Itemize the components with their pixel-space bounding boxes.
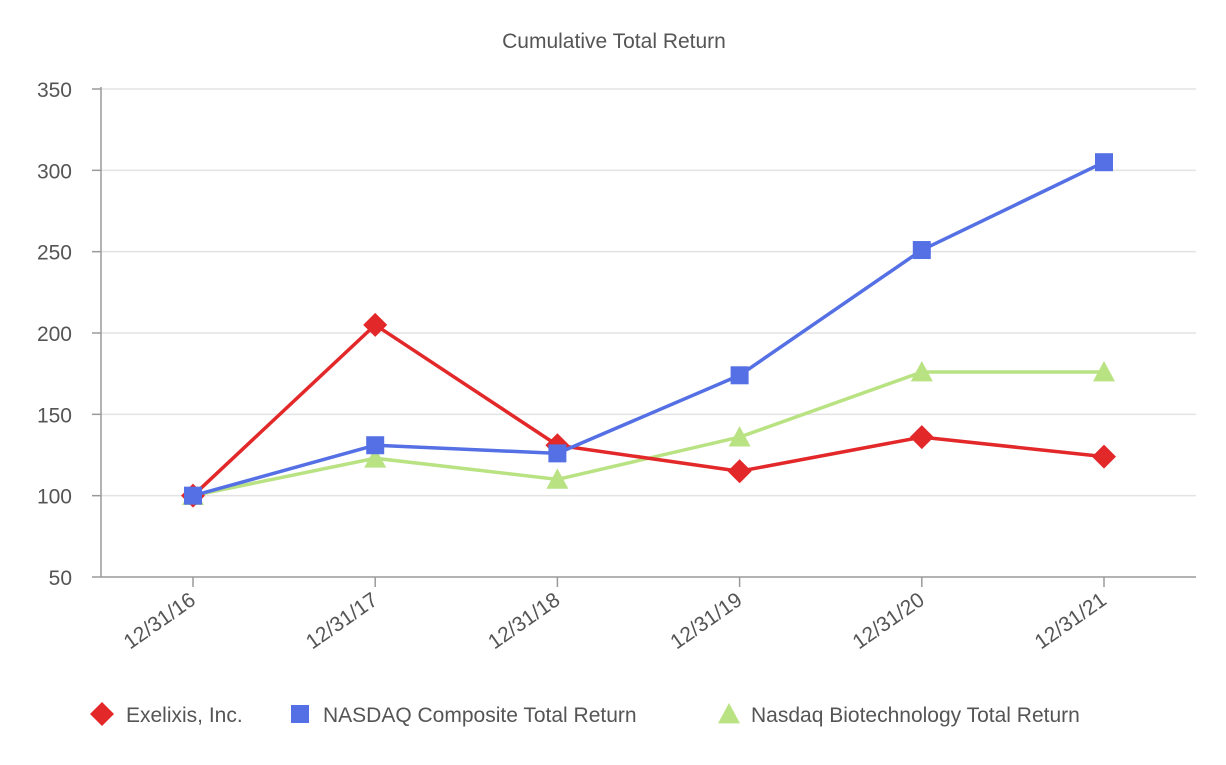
grid-lines — [101, 88, 1196, 497]
triangle-marker — [910, 361, 933, 382]
y-tick-label: 200 — [37, 323, 72, 346]
legend-label: NASDAQ Composite Total Return — [323, 704, 637, 727]
series-line — [192, 370, 1104, 498]
square-marker — [912, 241, 931, 260]
triangle-marker — [364, 447, 387, 468]
legend-label: Exelixis, Inc. — [126, 704, 243, 727]
x-tick-label: 12/31/16 — [120, 588, 200, 654]
series-triangle — [182, 361, 1115, 506]
square-marker — [184, 486, 202, 505]
diamond-marker — [363, 312, 388, 337]
triangle-marker — [546, 468, 569, 489]
x-tick-label: 12/31/17 — [302, 588, 382, 654]
series-layer — [181, 153, 1116, 508]
legend-item: Nasdaq Biotechnology Total Return — [718, 703, 1080, 727]
triangle-marker — [728, 426, 751, 447]
y-tick-label: 100 — [37, 486, 72, 509]
x-tick-label: 12/31/20 — [849, 588, 929, 654]
triangle-marker — [718, 703, 740, 724]
diamond-marker — [909, 425, 934, 450]
chart-title: Cumulative Total Return — [502, 30, 726, 53]
x-tick-label: 12/31/18 — [484, 588, 564, 654]
square-marker — [548, 444, 567, 463]
square-marker — [291, 705, 309, 723]
triangle-marker — [1093, 361, 1115, 382]
y-tick-label: 50 — [49, 567, 72, 590]
square-marker — [366, 436, 385, 455]
series-line — [192, 160, 1105, 498]
y-tick-label: 350 — [37, 79, 72, 102]
diamond-marker — [1092, 444, 1116, 469]
x-tick-label: 12/31/19 — [666, 588, 746, 654]
series-diamond — [181, 312, 1116, 508]
legend: Exelixis, Inc. NASDAQ Composite Total Ret… — [90, 702, 1080, 727]
diamond-marker — [727, 459, 752, 484]
axes: 50 100 150 200 250 300 350 12/31/16 12/31/17 12/3… — [37, 79, 1196, 654]
series-square — [184, 153, 1113, 505]
legend-item: Exelixis, Inc. — [90, 702, 243, 727]
diamond-marker — [90, 702, 114, 726]
y-tick-label: 250 — [37, 242, 72, 265]
legend-item: NASDAQ Composite Total Return — [291, 704, 637, 727]
legend-label: Nasdaq Biotechnology Total Return — [751, 704, 1080, 727]
y-tick-label: 150 — [37, 404, 72, 427]
x-tick-label: 12/31/21 — [1031, 588, 1111, 654]
y-tick-label: 300 — [37, 160, 72, 183]
square-marker — [1095, 153, 1113, 172]
series-line — [191, 323, 1105, 497]
square-marker — [730, 366, 749, 385]
